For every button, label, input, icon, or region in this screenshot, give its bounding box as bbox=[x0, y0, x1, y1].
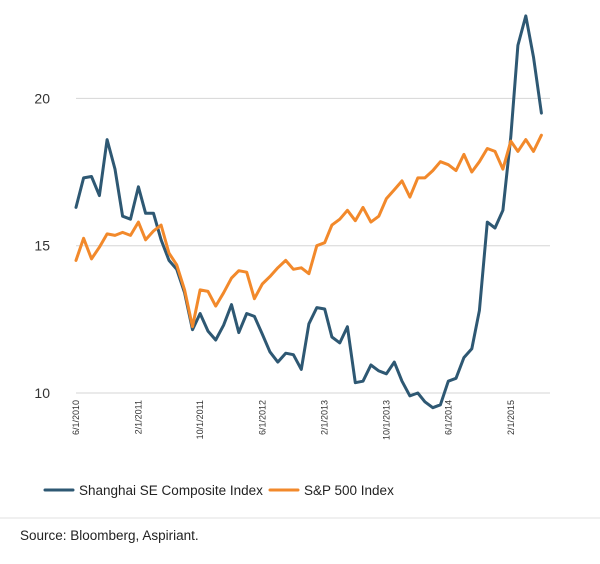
series-line-sp500 bbox=[74, 133, 543, 329]
legend: Shanghai SE Composite Index S&P 500 Index bbox=[43, 483, 394, 498]
legend-label: S&P 500 Index bbox=[304, 483, 394, 498]
x-tick-label: 10/1/2011 bbox=[195, 400, 205, 439]
y-axis-ticks: 10 15 20 bbox=[34, 90, 50, 401]
source-note: Source: Bloomberg, Aspiriant. bbox=[20, 528, 199, 543]
gridlines bbox=[76, 97, 550, 394]
x-tick-label: 6/1/2014 bbox=[443, 400, 453, 435]
y-tick-label: 15 bbox=[34, 238, 50, 254]
series-lines bbox=[74, 14, 543, 410]
series-line-shanghai bbox=[74, 14, 543, 410]
legend-label: Shanghai SE Composite Index bbox=[79, 483, 263, 498]
x-axis-ticks: 6/1/2010 2/1/2011 10/1/2011 6/1/2012 2/1/201… bbox=[71, 400, 516, 440]
x-tick-label: 6/1/2012 bbox=[257, 400, 267, 435]
x-tick-label: 10/1/2013 bbox=[381, 400, 391, 440]
x-tick-label: 2/1/2013 bbox=[320, 400, 330, 435]
x-tick-label: 6/1/2010 bbox=[71, 400, 81, 435]
x-tick-label: 2/1/2011 bbox=[133, 400, 143, 434]
y-tick-label: 20 bbox=[34, 90, 50, 106]
y-tick-label: 10 bbox=[34, 385, 50, 401]
x-tick-label: 2/1/2015 bbox=[506, 400, 516, 435]
